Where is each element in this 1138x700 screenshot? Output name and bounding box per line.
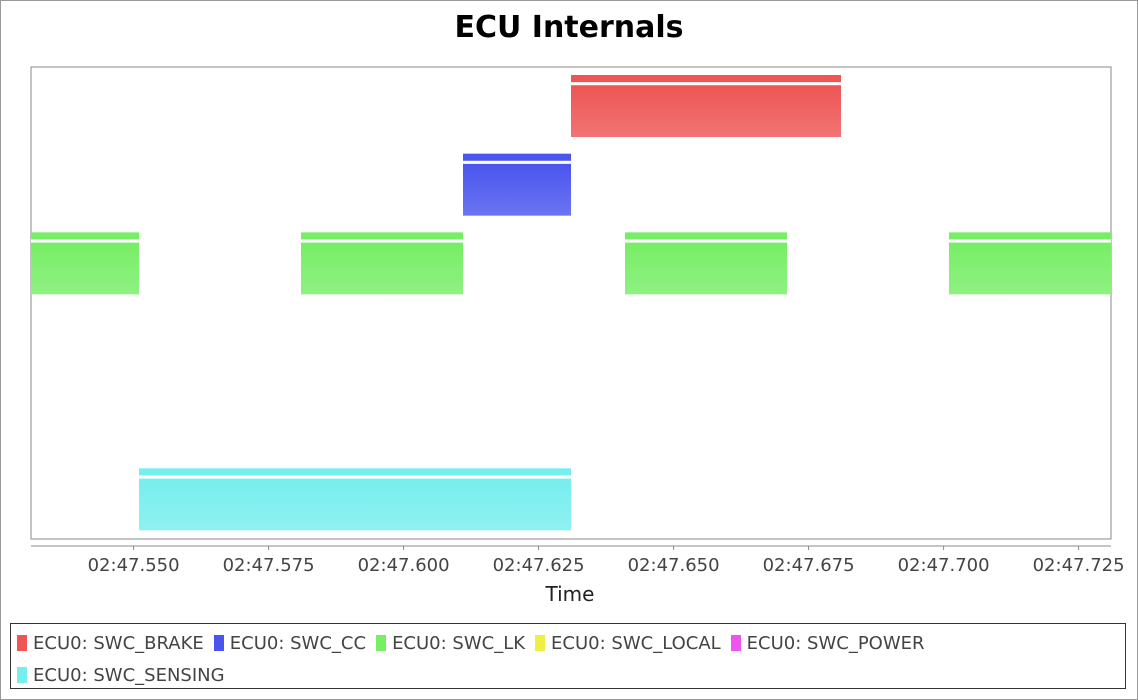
legend-label: ECU0: SWC_LOCAL (551, 632, 721, 654)
legend-label: ECU0: SWC_SENSING (33, 664, 225, 686)
gantt-bar-swc-lk (949, 232, 1111, 295)
x-tick-label: 02:47.625 (493, 555, 585, 576)
x-tick-label: 02:47.550 (88, 555, 180, 576)
gantt-bar-swc-lk (31, 232, 139, 295)
legend-item: ECU0: SWC_LOCAL (535, 633, 721, 654)
legend: ECU0: SWC_BRAKE ECU0: SWC_CC ECU0: SWC_LK E… (10, 623, 1126, 689)
legend-item: ECU0: SWC_POWER (730, 632, 925, 654)
legend-item: ECU0: SWC_BRAKE (17, 633, 204, 654)
legend-item: ECU0: SWC_SENSING (17, 665, 225, 686)
legend-swatch (17, 667, 27, 683)
gantt-bar-swc-lk (625, 232, 787, 295)
legend-label: ECU0: SWC_POWER (746, 632, 925, 654)
legend-row: ECU0: SWC_BRAKE ECU0: SWC_CC ECU0: SWC_LK E… (17, 627, 1119, 659)
legend-swatch (376, 635, 387, 651)
legend-label: ECU0: SWC_LK (392, 632, 526, 654)
legend-swatch (730, 635, 741, 651)
chart-canvas: 02:47.550 02:47.575 02:47.600 02:47.625 02:4… (30, 66, 1125, 606)
x-tick-label: 02:47.650 (628, 555, 720, 576)
x-tick-label: 02:47.725 (1033, 555, 1125, 576)
legend-label: ECU0: SWC_BRAKE (33, 632, 204, 654)
legend-item: ECU0: SWC_CC (213, 632, 367, 654)
legend-swatch (535, 635, 546, 651)
legend-swatch (213, 635, 224, 651)
legend-item: ECU0: SWC_LK (376, 633, 525, 654)
gantt-bar-swc-cc (463, 153, 571, 216)
x-tick-label: 02:47.600 (358, 555, 450, 576)
x-tick-label: 02:47.700 (898, 555, 990, 576)
legend-label: ECU0: SWC_CC (229, 632, 367, 654)
gantt-bar-swc-sensing (139, 468, 571, 531)
gantt-bar-swc-brake (571, 75, 841, 137)
x-tick-label: 02:47.575 (223, 555, 315, 576)
x-tick-label: 02:47.675 (763, 555, 855, 576)
x-axis-label: Time (545, 582, 595, 606)
chart-title: ECU Internals (454, 10, 684, 45)
legend-swatch (17, 635, 27, 651)
plot-area (30, 66, 1112, 540)
gantt-bar-swc-lk (301, 232, 463, 295)
legend-row: ECU0: SWC_SENSING (17, 659, 1119, 691)
